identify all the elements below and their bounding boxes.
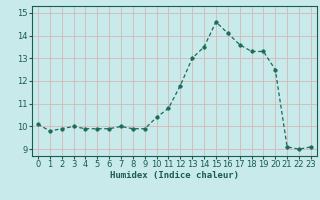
X-axis label: Humidex (Indice chaleur): Humidex (Indice chaleur) bbox=[110, 171, 239, 180]
